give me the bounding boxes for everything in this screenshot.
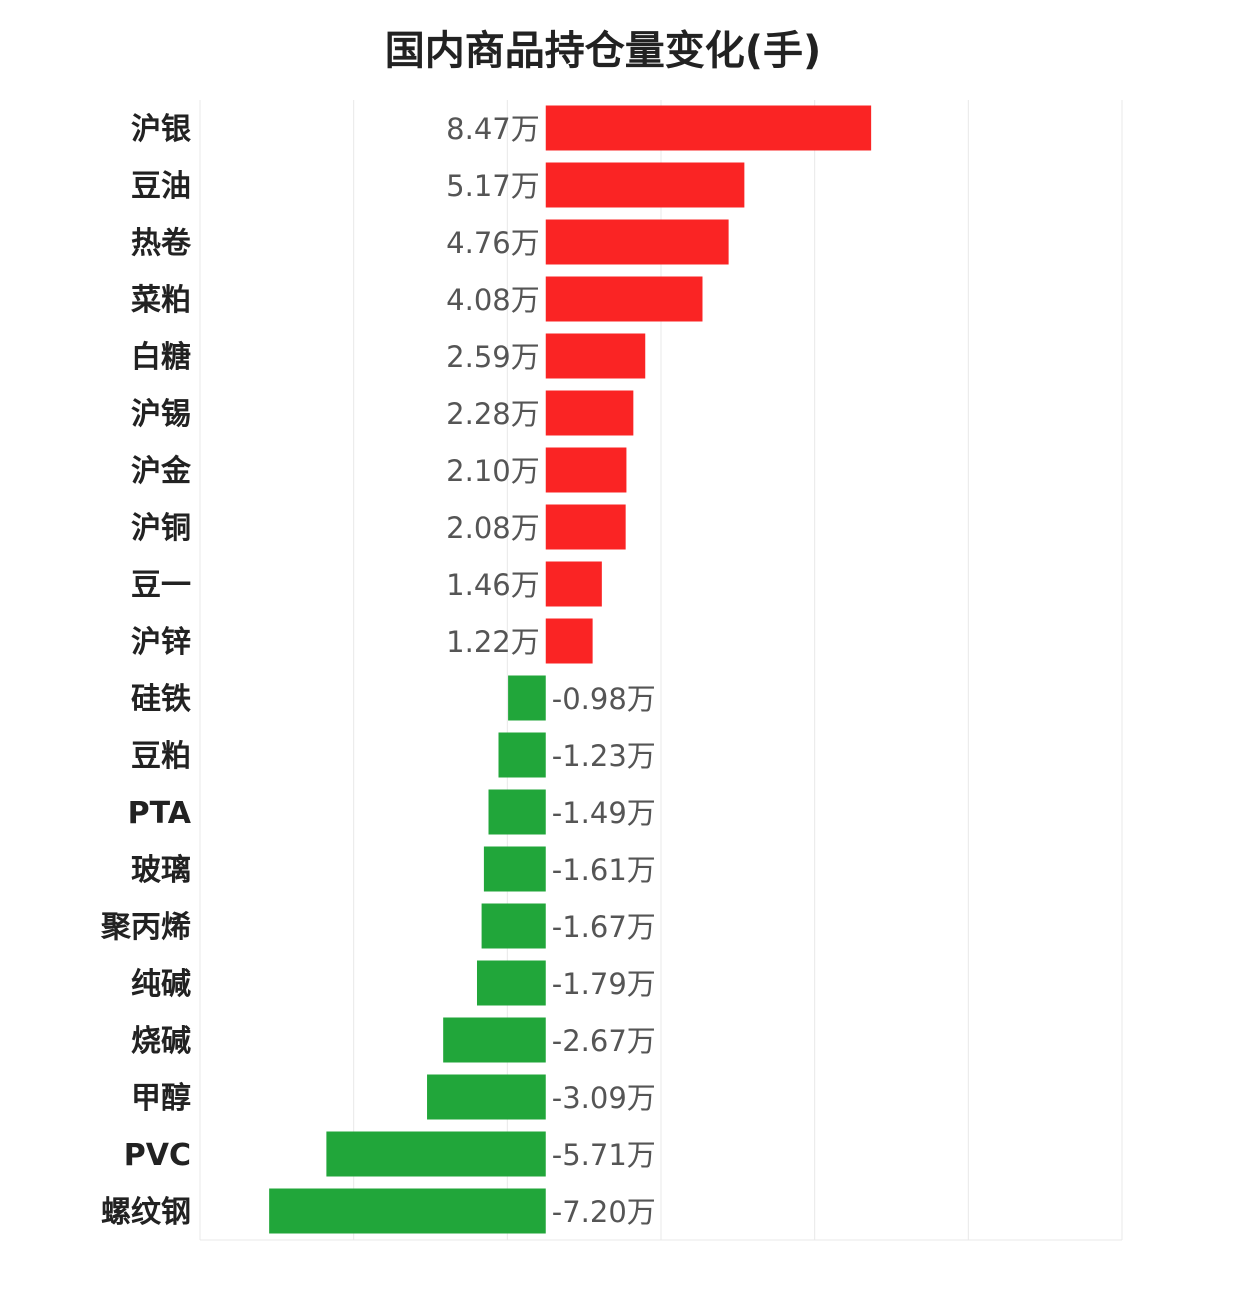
category-label: 沪金 xyxy=(131,454,192,489)
value-label: 1.22万 xyxy=(446,625,540,659)
category-label: PVC xyxy=(124,1138,191,1173)
value-label: 4.08万 xyxy=(446,283,540,317)
bar xyxy=(481,903,546,949)
category-label: 螺纹钢 xyxy=(101,1195,191,1230)
value-label: 2.10万 xyxy=(446,454,540,488)
value-label: -7.20万 xyxy=(552,1195,656,1229)
category-label: 豆一 xyxy=(131,568,191,603)
bar xyxy=(488,789,546,835)
category-label: 甲醇 xyxy=(131,1081,191,1116)
bar xyxy=(498,732,546,778)
bar xyxy=(269,1188,546,1234)
value-label: 4.76万 xyxy=(446,226,540,260)
value-label: 5.17万 xyxy=(446,169,540,203)
bar xyxy=(545,105,872,151)
category-label: 聚丙烯 xyxy=(100,910,191,945)
value-label: -1.79万 xyxy=(552,967,656,1001)
bar xyxy=(545,333,646,379)
bars xyxy=(269,105,872,1234)
category-label: 玻璃 xyxy=(131,853,191,888)
bar xyxy=(483,846,546,892)
bar xyxy=(545,447,627,493)
value-labels: 8.47万 5.17万 4.76万 4.08万 2.59万 2.28万 2.10万 2.08万… xyxy=(446,112,656,1229)
bar xyxy=(443,1017,546,1063)
grid-lines xyxy=(199,100,1123,1241)
value-label: -1.49万 xyxy=(552,796,656,830)
category-label: 沪锌 xyxy=(131,625,191,660)
bar xyxy=(545,561,602,607)
bar xyxy=(427,1074,546,1120)
bar xyxy=(545,618,593,664)
value-label: 8.47万 xyxy=(446,112,540,146)
value-label: -2.67万 xyxy=(552,1024,656,1058)
value-label: -1.61万 xyxy=(552,853,656,887)
category-label: 纯碱 xyxy=(131,967,191,1002)
category-label: 白糖 xyxy=(131,340,191,375)
value-label: -3.09万 xyxy=(552,1081,656,1115)
category-label: 烧碱 xyxy=(131,1024,191,1059)
category-label: 豆油 xyxy=(131,169,191,204)
value-label: 2.59万 xyxy=(446,340,540,374)
value-label: 2.08万 xyxy=(446,511,540,545)
bar xyxy=(545,276,703,322)
bar xyxy=(545,219,729,265)
chart-title: 国内商品持仓量变化(手) xyxy=(384,28,822,74)
value-label: -1.23万 xyxy=(552,739,656,773)
bar xyxy=(326,1131,546,1177)
category-label: 菜粕 xyxy=(131,283,191,318)
category-label: 豆粕 xyxy=(131,739,191,774)
category-label: 沪锡 xyxy=(131,397,191,432)
bar xyxy=(508,675,546,721)
bar xyxy=(545,390,634,436)
value-label: -5.71万 xyxy=(552,1138,656,1172)
category-label: 沪银 xyxy=(131,112,191,147)
category-label: 热卷 xyxy=(131,226,192,261)
category-label: 沪铜 xyxy=(131,511,191,546)
bar xyxy=(545,162,745,208)
value-label: -1.67万 xyxy=(552,910,656,944)
bar xyxy=(545,504,626,550)
category-label: 硅铁 xyxy=(131,682,191,717)
value-label: 2.28万 xyxy=(446,397,540,431)
value-label: 1.46万 xyxy=(446,568,540,602)
category-label: PTA xyxy=(128,796,192,831)
value-label: -0.98万 xyxy=(552,682,656,716)
bar xyxy=(476,960,546,1006)
